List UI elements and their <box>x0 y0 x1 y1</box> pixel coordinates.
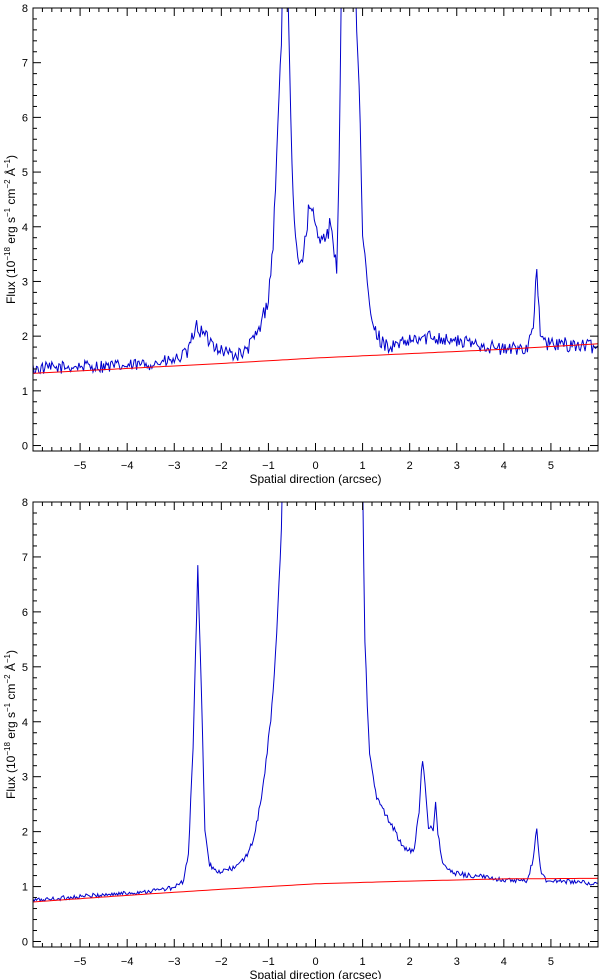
chart-panel-top: −5 −4 −3 −2 −1 0 1 2 3 4 5 0 1 2 3 4 5 6 7 8 Spatial directi… <box>3 3 599 486</box>
x-axis-label: Spatial direction (arcsec) <box>249 472 381 486</box>
x-tick-label: 5 <box>548 460 554 472</box>
y-tick-label: 4 <box>22 717 28 729</box>
x-tick-label: 3 <box>454 460 460 472</box>
x-tick-label: 1 <box>360 956 366 968</box>
x-axis-label: Spatial direction (arcsec) <box>249 968 381 979</box>
plot-frame <box>32 501 599 948</box>
x-tick-label: −5 <box>74 460 87 472</box>
x-tick-label: −3 <box>168 460 181 472</box>
flux-series-line <box>33 502 598 903</box>
y-tick-label: 1 <box>22 882 28 894</box>
plot-frame <box>32 7 599 452</box>
x-tick-label: −4 <box>121 460 134 472</box>
x-tick-label: −4 <box>121 956 134 968</box>
y-tick-label: 7 <box>22 552 28 564</box>
flux-series-line <box>33 8 598 375</box>
y-tick-label: 6 <box>22 112 28 124</box>
y-tick-label: 6 <box>22 607 28 619</box>
y-label-superscript: −1 <box>3 158 12 168</box>
x-tick-label: −1 <box>262 460 275 472</box>
x-tick-label: 5 <box>548 956 554 968</box>
y-tick-label: 3 <box>22 772 28 784</box>
y-tick-label: 8 <box>22 497 28 509</box>
y-tick-label: 2 <box>22 827 28 839</box>
x-tick-label: 4 <box>501 956 507 968</box>
y-tick-label: 3 <box>22 276 28 288</box>
continuum-fit-line <box>33 877 598 903</box>
y-tick-label: 8 <box>22 3 28 15</box>
y-label-text: Flux (10 <box>4 755 18 799</box>
y-label-superscript: −2 <box>3 179 12 189</box>
y-label-superscript: −2 <box>3 674 12 684</box>
x-tick-label: 4 <box>501 460 507 472</box>
y-label-superscript: −18 <box>3 247 12 261</box>
x-tick-label: −1 <box>262 956 275 968</box>
y-label-superscript: −1 <box>3 653 12 663</box>
y-label-superscript: −1 <box>3 207 12 217</box>
x-tick-label: −2 <box>215 956 228 968</box>
y-axis-label: Flux (10−18 erg s−1 cm−2 Å−1) <box>3 650 18 799</box>
y-label-text: cm <box>4 684 18 703</box>
x-tick-label: 3 <box>454 956 460 968</box>
y-label-text: cm <box>4 189 18 208</box>
y-label-text: Å <box>3 168 18 179</box>
x-tick-label: 0 <box>312 956 318 968</box>
x-tick-label: 2 <box>407 460 413 472</box>
x-tick-label: 2 <box>407 956 413 968</box>
y-tick-label: 0 <box>22 441 28 453</box>
y-axis-label: Flux (10−18 erg s−1 cm−2 Å−1) <box>3 155 18 304</box>
y-label-superscript: −1 <box>3 702 12 712</box>
chart-panel-bottom: −5 −4 −3 −2 −1 0 1 2 3 4 5 0 1 2 3 4 5 6 7 8 Spatial directi… <box>3 497 599 979</box>
x-tick-label: 1 <box>360 460 366 472</box>
y-tick-label: 0 <box>22 937 28 949</box>
y-tick-label: 1 <box>22 386 28 398</box>
y-tick-label: 7 <box>22 58 28 70</box>
y-label-text: Flux (10 <box>4 260 18 304</box>
x-tick-label: −5 <box>74 956 87 968</box>
x-tick-label: −3 <box>168 956 181 968</box>
y-label-text: Å <box>3 663 18 674</box>
continuum-fit-line <box>33 343 598 374</box>
y-tick-label: 5 <box>22 662 28 674</box>
y-label-text: erg s <box>4 712 18 742</box>
x-tick-label: 0 <box>312 460 318 472</box>
y-label-superscript: −18 <box>3 742 12 756</box>
x-tick-label: −2 <box>215 460 228 472</box>
y-tick-label: 2 <box>22 331 28 343</box>
y-label-text: erg s <box>4 217 18 247</box>
y-label-text: ) <box>4 155 18 159</box>
y-tick-label: 5 <box>22 167 28 179</box>
y-tick-label: 4 <box>22 222 28 234</box>
y-label-text: ) <box>4 650 18 654</box>
